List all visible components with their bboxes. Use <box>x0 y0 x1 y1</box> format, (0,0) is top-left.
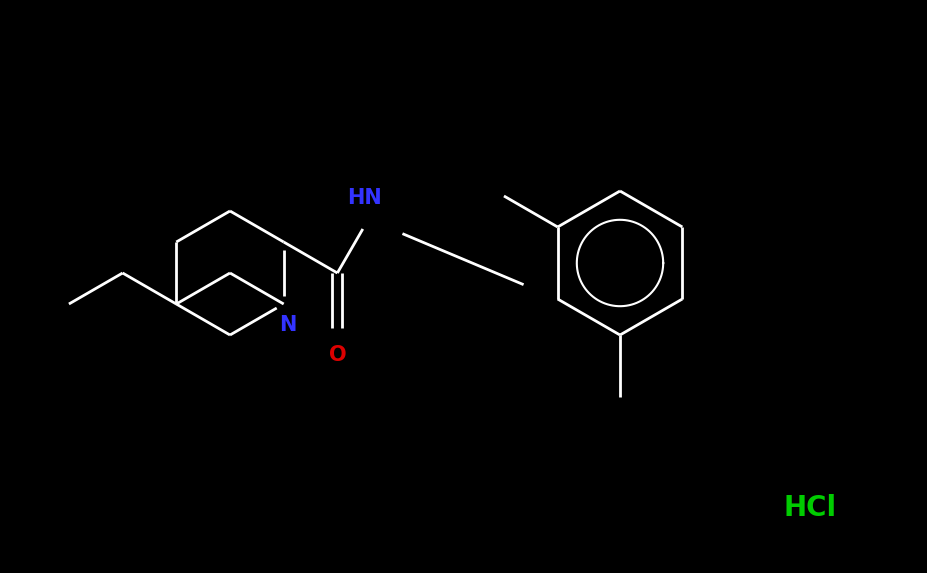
Text: O: O <box>328 345 346 365</box>
Text: HN: HN <box>347 189 381 209</box>
Text: N: N <box>279 315 296 335</box>
Text: HCl: HCl <box>782 494 835 522</box>
